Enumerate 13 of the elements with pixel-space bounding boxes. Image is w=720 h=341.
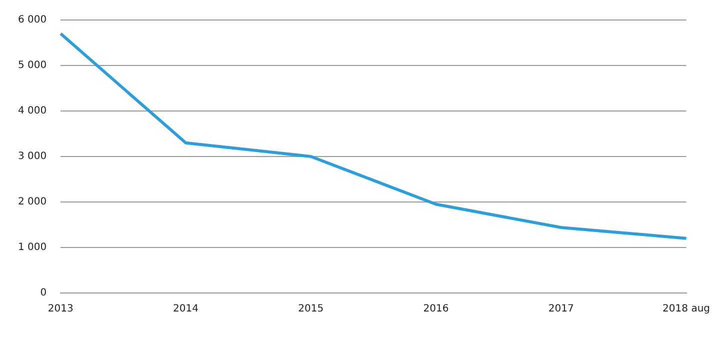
y-tick-label: 2 000	[18, 196, 47, 208]
x-tick-label: 2015	[298, 304, 324, 315]
y-tick-label: 6 000	[18, 14, 47, 26]
x-tick-label: 2014	[173, 304, 198, 315]
y-tick-label: 0	[40, 288, 47, 299]
x-tick-label: 2017	[548, 304, 574, 315]
x-tick-label: 2018 aug	[662, 304, 710, 315]
y-tick-label: 3 000	[18, 151, 47, 162]
y-tick-label: 5 000	[18, 60, 47, 72]
x-tick-label: 2013	[48, 304, 74, 315]
y-tick-label: 1 000	[18, 242, 47, 254]
y-tick-label: 4 000	[18, 106, 47, 117]
x-tick-label: 2016	[423, 304, 449, 315]
